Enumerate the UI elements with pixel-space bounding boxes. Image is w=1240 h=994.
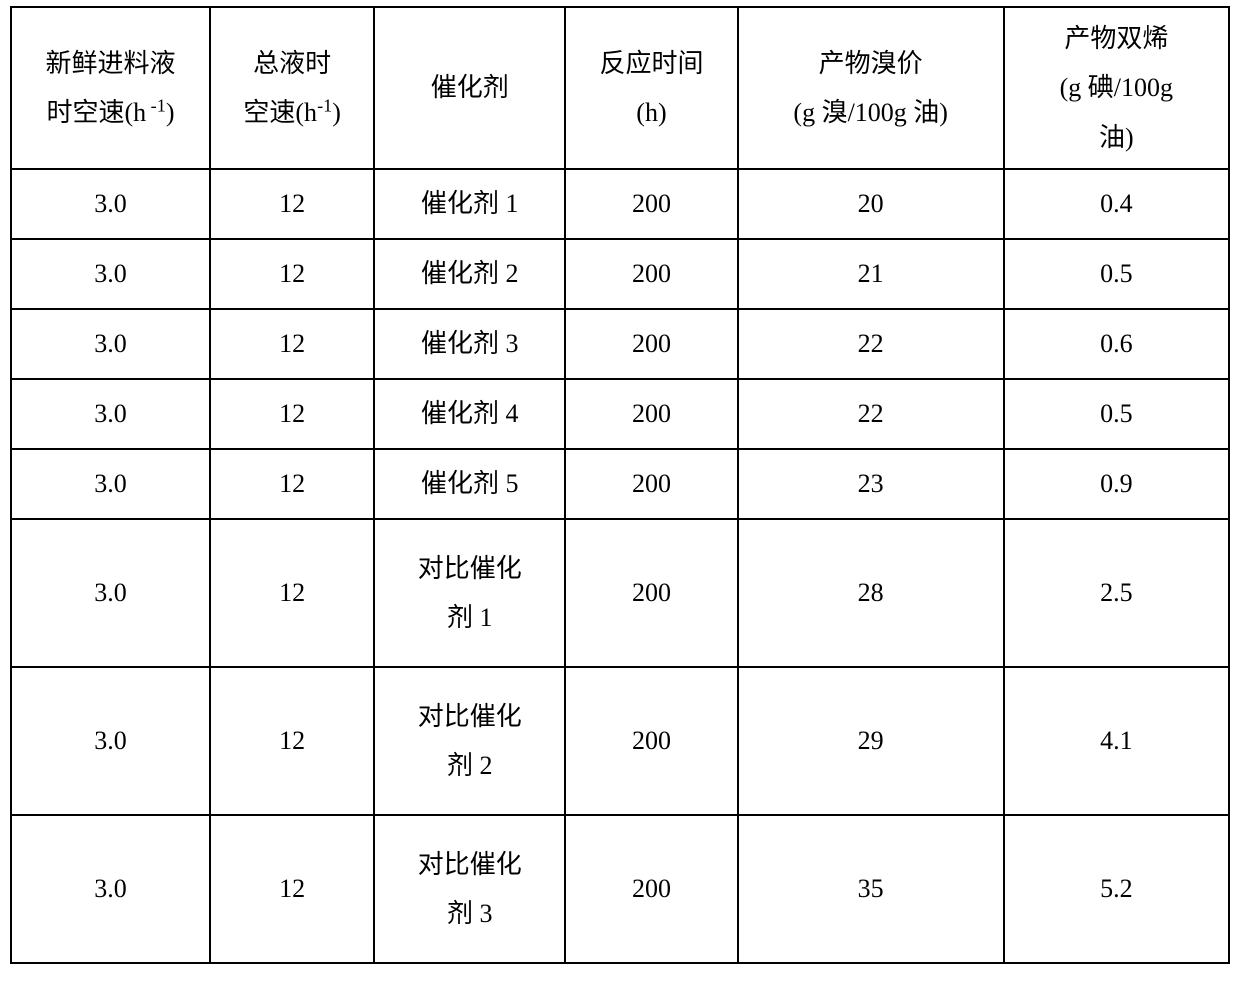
table-cell: 3.0 [11, 519, 210, 667]
table-cell: 35 [738, 815, 1004, 963]
table-cell: 200 [565, 169, 738, 239]
table-cell: 20 [738, 169, 1004, 239]
table-cell: 200 [565, 239, 738, 309]
table-cell: 200 [565, 309, 738, 379]
table-row: 3.012对比催化剂 1200282.5 [11, 519, 1229, 667]
col-header: 产物溴价(g 溴/100g 油) [738, 7, 1004, 169]
table-cell: 对比催化剂 1 [374, 519, 565, 667]
table-cell: 12 [210, 309, 374, 379]
table-cell: 催化剂 5 [374, 449, 565, 519]
col-header: 总液时空速(h-1) [210, 7, 374, 169]
table-head: 新鲜进料液时空速(h -1) 总液时空速(h-1) 催化剂 反应时间(h) 产物… [11, 7, 1229, 169]
table-cell: 3.0 [11, 449, 210, 519]
table-cell: 28 [738, 519, 1004, 667]
table-cell: 3.0 [11, 239, 210, 309]
table-row: 3.012催化剂 2200210.5 [11, 239, 1229, 309]
col-header: 新鲜进料液时空速(h -1) [11, 7, 210, 169]
table-row: 3.012催化剂 5200230.9 [11, 449, 1229, 519]
table-cell: 对比催化剂 2 [374, 667, 565, 815]
table-cell: 200 [565, 449, 738, 519]
col-header: 反应时间(h) [565, 7, 738, 169]
table-cell: 12 [210, 815, 374, 963]
table-cell: 3.0 [11, 667, 210, 815]
table-cell: 4.1 [1004, 667, 1229, 815]
table-row: 3.012催化剂 3200220.6 [11, 309, 1229, 379]
table-cell: 0.5 [1004, 379, 1229, 449]
table-cell: 催化剂 2 [374, 239, 565, 309]
table-cell: 3.0 [11, 169, 210, 239]
table-cell: 0.4 [1004, 169, 1229, 239]
table-cell: 12 [210, 379, 374, 449]
table-cell: 0.6 [1004, 309, 1229, 379]
table-cell: 22 [738, 309, 1004, 379]
table-row: 3.012催化剂 1200200.4 [11, 169, 1229, 239]
table-row: 3.012对比催化剂 2200294.1 [11, 667, 1229, 815]
table-cell: 200 [565, 815, 738, 963]
table-cell: 200 [565, 379, 738, 449]
table-cell: 12 [210, 449, 374, 519]
table-cell: 催化剂 4 [374, 379, 565, 449]
table-row: 3.012对比催化剂 3200355.2 [11, 815, 1229, 963]
table-cell: 对比催化剂 3 [374, 815, 565, 963]
table-row: 3.012催化剂 4200220.5 [11, 379, 1229, 449]
table-cell: 3.0 [11, 309, 210, 379]
col-header: 催化剂 [374, 7, 565, 169]
table-body: 3.012催化剂 1200200.43.012催化剂 2200210.53.01… [11, 169, 1229, 963]
col-header: 产物双烯(g 碘/100g油) [1004, 7, 1229, 169]
table-cell: 催化剂 3 [374, 309, 565, 379]
table-cell: 23 [738, 449, 1004, 519]
table-cell: 催化剂 1 [374, 169, 565, 239]
table-cell: 5.2 [1004, 815, 1229, 963]
table-cell: 12 [210, 519, 374, 667]
table-cell: 3.0 [11, 815, 210, 963]
table-cell: 21 [738, 239, 1004, 309]
table-cell: 12 [210, 667, 374, 815]
table-container: 新鲜进料液时空速(h -1) 总液时空速(h-1) 催化剂 反应时间(h) 产物… [0, 0, 1240, 964]
table-cell: 200 [565, 519, 738, 667]
catalyst-results-table: 新鲜进料液时空速(h -1) 总液时空速(h-1) 催化剂 反应时间(h) 产物… [10, 6, 1230, 964]
table-cell: 0.5 [1004, 239, 1229, 309]
table-cell: 3.0 [11, 379, 210, 449]
table-cell: 22 [738, 379, 1004, 449]
table-cell: 0.9 [1004, 449, 1229, 519]
table-cell: 29 [738, 667, 1004, 815]
header-row: 新鲜进料液时空速(h -1) 总液时空速(h-1) 催化剂 反应时间(h) 产物… [11, 7, 1229, 169]
table-cell: 12 [210, 239, 374, 309]
table-cell: 200 [565, 667, 738, 815]
table-cell: 2.5 [1004, 519, 1229, 667]
table-cell: 12 [210, 169, 374, 239]
